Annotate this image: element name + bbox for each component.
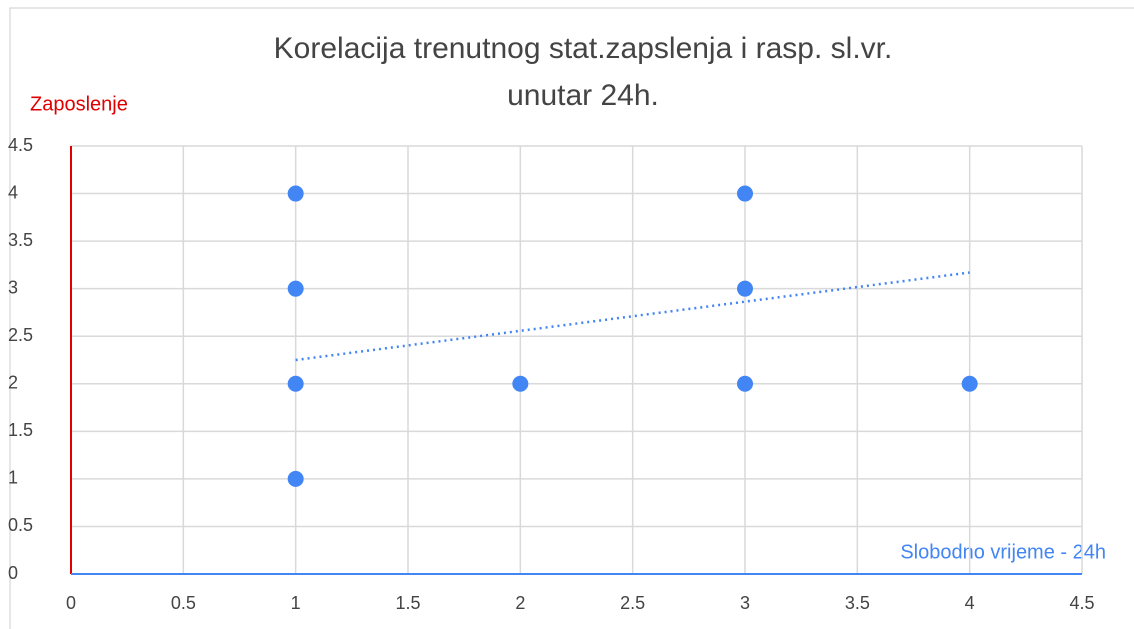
y-tick-label: 4.5: [8, 135, 33, 155]
y-axis-label: Zaposlenje: [30, 93, 128, 115]
x-tick-label: 4: [965, 593, 975, 613]
point: [287, 185, 304, 202]
x-tick-label: 3.5: [845, 593, 870, 613]
x-tick-label: 1: [291, 593, 301, 613]
chart-title: Korelacija trenutnog stat.zapslenja i ra…: [274, 32, 893, 65]
point: [737, 280, 753, 297]
x-tick-label: 2.5: [620, 593, 645, 613]
x-tick-label: 2: [515, 593, 525, 613]
y-tick-label: 2: [8, 373, 18, 393]
y-tick-label: 1.5: [8, 420, 33, 440]
x-tick-label: 4.5: [1069, 593, 1094, 613]
y-tick-label: 1: [8, 468, 18, 488]
x-tick-label: 0: [66, 593, 76, 613]
point: [737, 185, 753, 202]
point: [287, 375, 304, 392]
point: [737, 375, 753, 392]
x-tick-label: 0.5: [171, 593, 196, 613]
chart-title: unutar 24h.: [507, 79, 659, 112]
y-tick-label: 0: [8, 563, 18, 583]
y-tick-label: 0.5: [8, 515, 33, 535]
point: [512, 375, 529, 392]
x-tick-label: 1.5: [395, 593, 420, 613]
x-axis-label: Slobodno vrijeme - 24h: [900, 541, 1106, 563]
frame: [9, 7, 1134, 629]
y-tick-label: 3: [8, 277, 18, 297]
y-tick-label: 4: [8, 182, 18, 202]
point: [287, 470, 304, 487]
x-tick-label: 3: [740, 593, 750, 613]
point: [287, 280, 304, 297]
y-tick-label: 2.5: [8, 325, 33, 345]
point: [961, 375, 978, 392]
y-tick-label: 3.5: [8, 230, 33, 250]
